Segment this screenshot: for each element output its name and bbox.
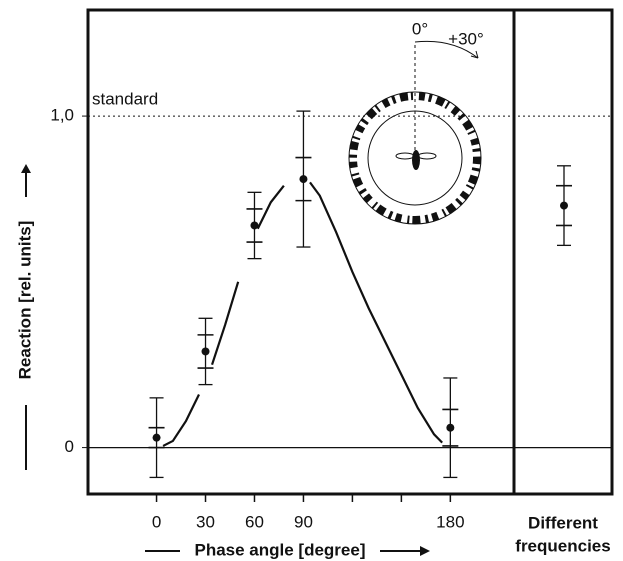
plot-frame [88, 10, 612, 494]
fit-curve [310, 182, 442, 442]
data-point [299, 175, 307, 183]
inset-diagram: 0° +30° [349, 19, 484, 224]
fit-curve [163, 395, 199, 446]
y-tick-label: 1,0 [50, 106, 74, 125]
y-tick-label: 0 [65, 437, 74, 456]
data-point [560, 202, 568, 210]
x-axis-label: Phase angle [degree] [194, 540, 365, 559]
fly-wing [418, 153, 436, 159]
axis-arrow-head [420, 546, 430, 556]
x-tick-label: 60 [245, 512, 264, 531]
y-axis-label: Reaction [rel. units] [15, 221, 34, 380]
panel-label: frequencies [515, 536, 610, 555]
inset-label: +30° [448, 29, 484, 48]
data-point [202, 347, 210, 355]
data-point [153, 434, 161, 442]
x-tick-label: 90 [294, 512, 313, 531]
fly-body [412, 150, 420, 170]
x-tick-label: 180 [436, 512, 464, 531]
fit-curve [258, 186, 284, 229]
panel-label: Different [528, 513, 598, 532]
y-axis-label-group: Reaction [rel. units] [15, 164, 34, 470]
data-point [250, 221, 258, 229]
x-tick-label: 0 [152, 512, 161, 531]
x-tick-label: 30 [196, 512, 215, 531]
data-point [446, 424, 454, 432]
axis-arrow-head [21, 164, 31, 173]
fit-curve [212, 282, 238, 365]
reference-label: standard [92, 89, 158, 108]
inset-label: 0° [412, 19, 428, 38]
fly-wing [396, 153, 414, 159]
